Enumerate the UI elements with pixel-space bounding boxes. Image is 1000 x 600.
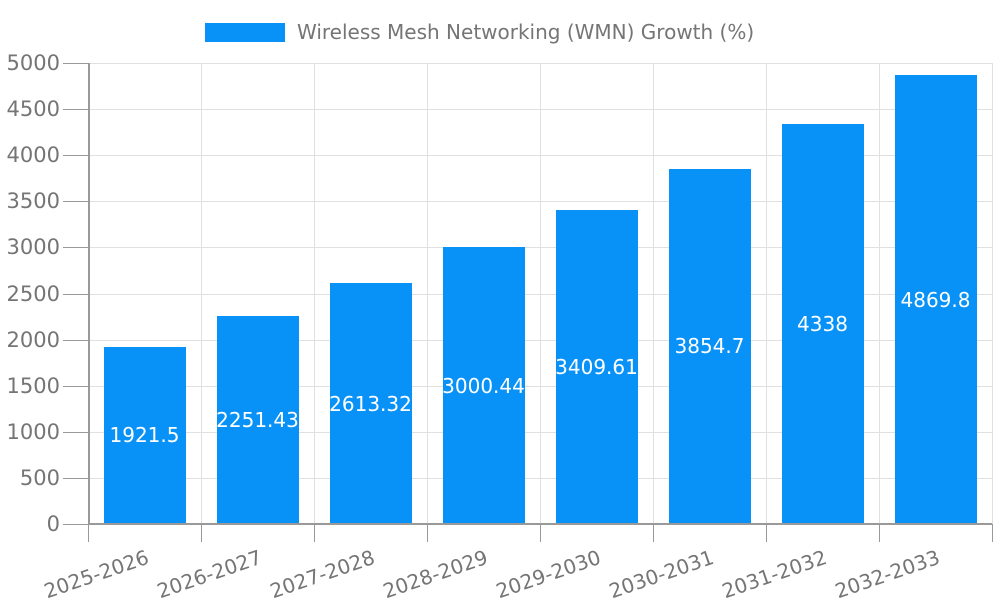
y-tick: [63, 155, 88, 157]
gridline-vertical: [879, 63, 880, 524]
x-tick: [879, 524, 880, 542]
gridline-vertical: [992, 63, 993, 524]
bar-value-label: 3854.7: [674, 334, 745, 359]
y-tick-label: 1500: [6, 373, 60, 398]
bar-value-label: 2613.32: [329, 391, 412, 416]
x-tick-label-2025-2026: 2025-2026: [41, 545, 153, 600]
gridline-vertical: [201, 63, 202, 524]
bar-2030-2031[interactable]: [668, 168, 751, 524]
bar-2025-2026[interactable]: [103, 346, 186, 524]
y-tick-label: 5000: [6, 51, 60, 75]
x-tick: [314, 524, 315, 542]
y-tick: [63, 201, 88, 203]
x-tick: [540, 524, 541, 542]
x-tick-label-2027-2028: 2027-2028: [267, 545, 379, 600]
legend[interactable]: Wireless Mesh Networking (WMN) Growth (%…: [205, 16, 754, 48]
bar-2027-2028[interactable]: [329, 283, 412, 524]
bar-value-label: 1921.5: [109, 423, 180, 448]
y-tick: [63, 385, 88, 387]
y-tick: [63, 477, 88, 479]
x-tick-label-2026-2027: 2026-2027: [154, 545, 266, 600]
bar-value-label: 2251.43: [216, 408, 299, 433]
y-tick-label: 0: [46, 512, 60, 536]
y-tick: [63, 247, 88, 249]
bar-2028-2029[interactable]: [442, 247, 525, 524]
x-tick-label-2028-2029: 2028-2029: [380, 545, 492, 600]
x-tick: [201, 524, 202, 542]
y-tick-label: 2500: [6, 281, 60, 306]
y-tick-label: 3500: [6, 189, 60, 214]
bar-2032-2033[interactable]: [894, 75, 977, 524]
y-tick-label: 3000: [6, 235, 60, 260]
y-tick: [63, 109, 88, 111]
y-tick: [63, 524, 88, 525]
x-tick: [992, 524, 993, 542]
x-tick: [766, 524, 767, 542]
y-tick: [63, 431, 88, 433]
y-axis-line: [88, 63, 90, 524]
x-tick-label-2032-2033: 2032-2033: [832, 545, 944, 600]
x-tick-label-2031-2032: 2031-2032: [719, 545, 831, 600]
x-tick: [88, 524, 89, 542]
legend-label: Wireless Mesh Networking (WMN) Growth (%…: [297, 20, 755, 44]
y-tick: [63, 63, 88, 64]
y-tick-label: 4000: [6, 143, 60, 168]
bar-value-label: 3000.44: [442, 373, 525, 398]
y-tick: [63, 293, 88, 295]
x-tick: [653, 524, 654, 542]
bar-2029-2030[interactable]: [555, 209, 638, 524]
bar-value-label: 4869.8: [900, 287, 971, 312]
gridline-vertical: [766, 63, 767, 524]
y-tick-label: 500: [19, 465, 60, 490]
legend-swatch: [205, 22, 285, 42]
bar-value-label: 3409.61: [555, 354, 638, 379]
y-tick-label: 4500: [6, 97, 60, 122]
gridline-vertical: [427, 63, 428, 524]
bar-2026-2027[interactable]: [216, 316, 299, 524]
bar-value-label: 4338: [797, 312, 848, 337]
gridline-vertical: [540, 63, 541, 524]
y-tick-label: 1000: [6, 419, 60, 444]
x-tick-label-2029-2030: 2029-2030: [493, 545, 605, 600]
y-tick: [63, 339, 88, 341]
x-tick: [427, 524, 428, 542]
gridline-vertical: [314, 63, 315, 524]
x-tick-label-2030-2031: 2030-2031: [606, 545, 718, 600]
bar-2031-2032[interactable]: [781, 124, 864, 524]
gridline-vertical: [653, 63, 654, 524]
y-tick-label: 2000: [6, 327, 60, 352]
